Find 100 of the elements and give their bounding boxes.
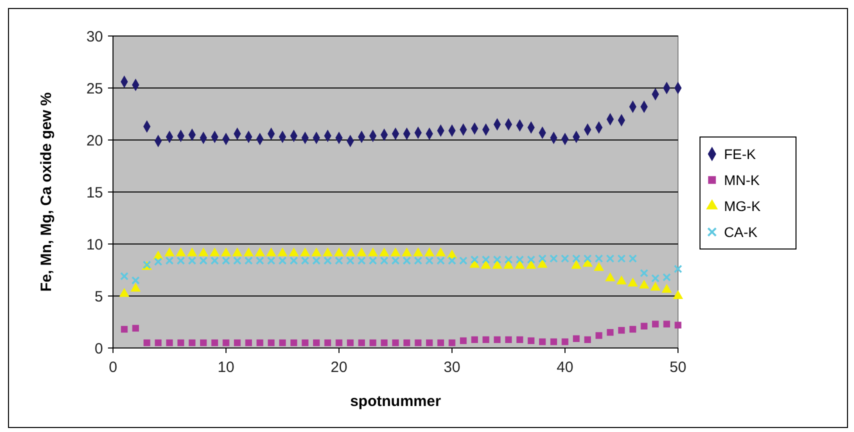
point [493,255,502,264]
point [278,256,287,265]
point [210,256,219,265]
point [165,256,174,265]
point [584,336,591,344]
point [300,256,310,265]
point [482,255,490,264]
point [187,247,198,256]
point [232,247,242,256]
x-tick-label: 10 [218,359,234,376]
point [596,332,602,339]
point [345,247,356,256]
point [505,336,512,344]
point [572,254,580,263]
point [426,339,433,346]
point [629,326,636,333]
point [560,254,570,263]
y-tick-label: 15 [86,184,103,202]
y-tick-label: 25 [86,80,103,98]
x-axis-title: spotnummer [350,393,442,410]
point [188,339,196,346]
point [288,247,299,256]
point [356,247,367,256]
point [640,322,648,330]
point [313,339,320,346]
point [550,254,558,263]
point [605,272,616,282]
point [164,247,175,256]
point [300,247,310,256]
point [674,322,682,328]
legend-label: CA-K [724,224,758,240]
point [154,339,162,346]
point [616,276,627,284]
point [606,254,614,263]
point [618,326,625,334]
point [651,274,660,283]
point [144,339,150,346]
point [516,255,524,264]
point [324,256,332,265]
point [516,336,524,344]
point [436,247,446,256]
point [370,339,376,346]
point [130,282,141,292]
point [652,320,659,328]
point [210,247,220,256]
point [198,247,208,256]
legend-label: FE-K [724,146,757,162]
point [368,256,378,265]
point [594,254,604,263]
point [662,273,671,282]
point [154,257,162,266]
point [470,255,479,264]
point [380,256,388,265]
point [414,339,422,346]
point [537,258,548,268]
point [245,339,252,346]
point [390,247,401,256]
point [674,264,682,274]
y-tick-label: 5 [94,288,103,306]
point [572,335,580,342]
point [480,260,491,269]
point [528,337,534,344]
point [234,339,241,346]
point [334,247,344,256]
point [268,339,275,346]
point [256,339,264,346]
point [244,256,253,265]
point [402,256,411,265]
point [311,247,322,256]
point [357,256,366,265]
point [379,247,390,256]
point [131,276,140,285]
point [290,256,298,265]
point [176,247,186,256]
point [302,339,308,346]
y-tick-label: 0 [94,340,103,358]
point [650,282,660,291]
point [358,339,365,346]
y-axis-title: Fe, Mn, Mg, Ca oxide gew % [38,92,55,292]
point [290,339,298,346]
point [628,278,638,286]
point [368,247,378,256]
point [594,262,604,271]
point [266,247,276,256]
point [448,339,456,346]
point [188,256,196,265]
point [639,280,650,289]
point [200,339,207,346]
point [414,256,422,265]
point [663,320,670,328]
point [166,339,173,346]
point [233,256,242,265]
point [120,326,128,333]
point [391,256,400,265]
x-tick-label: 30 [444,359,460,376]
point [460,337,467,344]
point [640,268,648,278]
point [177,339,184,346]
x-tick-label: 50 [670,359,686,376]
point [448,256,456,265]
